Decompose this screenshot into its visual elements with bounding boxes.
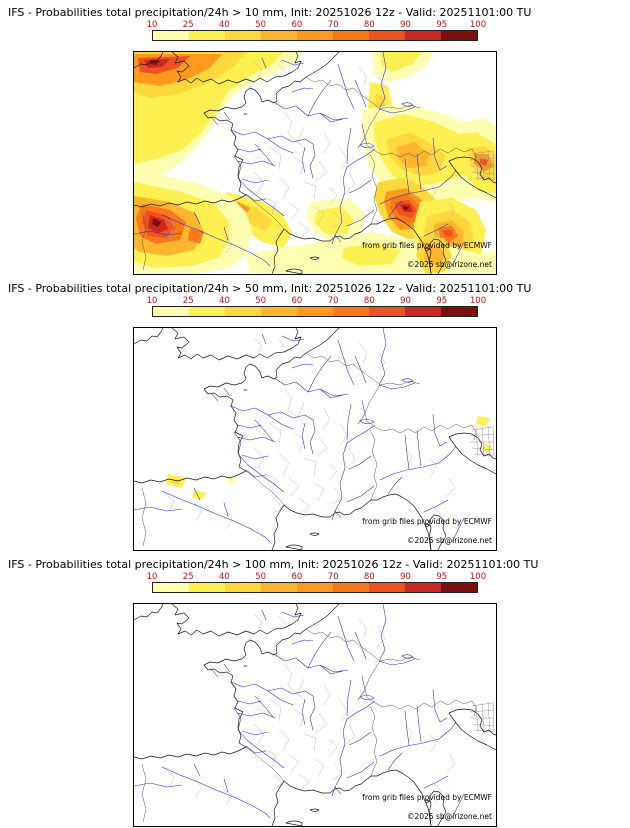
colorbar-segment	[261, 307, 297, 316]
colorbar-segment	[405, 307, 441, 316]
colorbar-segment	[333, 31, 369, 40]
colorbar-gradient	[152, 306, 478, 317]
colorbar-tick-label: 50	[255, 296, 267, 306]
colorbar-tick-label: 70	[327, 20, 339, 30]
colorbar-tick-label: 90	[400, 572, 411, 582]
colorbar-segment	[297, 307, 333, 316]
colorbar-tick-label: 90	[400, 296, 411, 306]
colorbar-gradient	[152, 582, 478, 593]
colorbar-tick-labels: 10 25 40 50 60 70 80 90 95 100	[147, 296, 487, 306]
colorbar-gradient	[152, 30, 478, 41]
panel-title-10mm: IFS - Probabilities total precipitation/…	[8, 6, 532, 19]
colorbar-segment	[441, 31, 477, 40]
colorbar-tick-label: 25	[182, 20, 194, 30]
colorbar-tick-label: 80	[363, 296, 375, 306]
colorbar-tick-label: 95	[436, 296, 448, 306]
colorbar-segment	[225, 31, 261, 40]
panel-title-50mm: IFS - Probabilities total precipitation/…	[8, 282, 532, 295]
colorbar-segment	[297, 31, 333, 40]
credit-text: from grib files provided by ECMWF	[362, 241, 492, 250]
credit-text: from grib files provided by ECMWF	[362, 793, 492, 802]
panel-precip-50mm: IFS - Probabilities total precipitation/…	[0, 276, 630, 552]
colorbar-tick-label: 70	[327, 296, 339, 306]
map-precip-50mm: from grib files provided by ECMWF ©2025 …	[134, 328, 496, 550]
panel-precip-10mm: IFS - Probabilities total precipitation/…	[0, 0, 630, 276]
colorbar-tick-label: 25	[182, 296, 194, 306]
colorbar-segment	[261, 31, 297, 40]
colorbar-segment	[153, 307, 189, 316]
colorbar-segment	[225, 307, 261, 316]
colorbar-tick-label: 80	[363, 20, 375, 30]
colorbar-50mm: 10 25 40 50 60 70 80 90 95 100	[147, 296, 487, 317]
copyright-text: ©2025 sb@irizone.net	[407, 260, 492, 269]
colorbar-tick-label: 10	[146, 20, 158, 30]
colorbar-tick-label: 10	[146, 572, 158, 582]
colorbar-tick-label: 40	[219, 572, 230, 582]
colorbar-tick-label: 10	[146, 296, 158, 306]
colorbar-segment	[333, 307, 369, 316]
colorbar-segment	[405, 583, 441, 592]
precip-shading-50mm	[166, 416, 492, 500]
map-frame-10mm: from grib files provided by ECMWF ©2025 …	[133, 51, 497, 275]
colorbar-tick-label: 60	[291, 572, 303, 582]
colorbar-tick-label: 90	[400, 20, 411, 30]
colorbar-tick-label: 100	[469, 296, 487, 306]
colorbar-segment	[369, 307, 405, 316]
map-frame-100mm: from grib files provided by ECMWF ©2025 …	[133, 603, 497, 827]
colorbar-10mm: 10 25 40 50 60 70 80 90 95 100	[147, 20, 487, 41]
map-precip-100mm: from grib files provided by ECMWF ©2025 …	[134, 604, 496, 826]
colorbar-tick-label: 60	[291, 296, 303, 306]
colorbar-segment	[369, 583, 405, 592]
colorbar-segment	[405, 31, 441, 40]
colorbar-tick-label: 100	[469, 20, 487, 30]
colorbar-segment	[333, 583, 369, 592]
colorbar-tick-label: 40	[219, 296, 230, 306]
colorbar-segment	[225, 583, 261, 592]
colorbar-segment	[261, 583, 297, 592]
colorbar-segment	[369, 31, 405, 40]
colorbar-tick-label: 100	[469, 572, 487, 582]
credit-text: from grib files provided by ECMWF	[362, 517, 492, 526]
map-frame-50mm: from grib files provided by ECMWF ©2025 …	[133, 327, 497, 551]
colorbar-segment	[297, 583, 333, 592]
colorbar-tick-labels: 10 25 40 50 60 70 80 90 95 100	[147, 572, 487, 582]
colorbar-segment	[189, 31, 225, 40]
colorbar-segment	[441, 583, 477, 592]
colorbar-tick-labels: 10 25 40 50 60 70 80 90 95 100	[147, 20, 487, 30]
colorbar-segment	[441, 307, 477, 316]
colorbar-tick-label: 95	[436, 572, 448, 582]
colorbar-100mm: 10 25 40 50 60 70 80 90 95 100	[147, 572, 487, 593]
colorbar-tick-label: 60	[291, 20, 303, 30]
colorbar-segment	[189, 307, 225, 316]
colorbar-segment	[153, 583, 189, 592]
panel-precip-100mm: IFS - Probabilities total precipitation/…	[0, 552, 630, 828]
copyright-text: ©2025 sb@irizone.net	[407, 536, 492, 545]
colorbar-segment	[153, 31, 189, 40]
map-precip-10mm: from grib files provided by ECMWF ©2025 …	[134, 52, 496, 274]
panel-title-100mm: IFS - Probabilities total precipitation/…	[8, 558, 539, 571]
colorbar-tick-label: 50	[255, 572, 267, 582]
colorbar-tick-label: 50	[255, 20, 267, 30]
colorbar-tick-label: 95	[436, 20, 448, 30]
colorbar-segment	[189, 583, 225, 592]
colorbar-tick-label: 80	[363, 572, 375, 582]
colorbar-tick-label: 40	[219, 20, 230, 30]
copyright-text: ©2025 sb@irizone.net	[407, 812, 492, 821]
colorbar-tick-label: 70	[327, 572, 339, 582]
colorbar-tick-label: 25	[182, 572, 194, 582]
